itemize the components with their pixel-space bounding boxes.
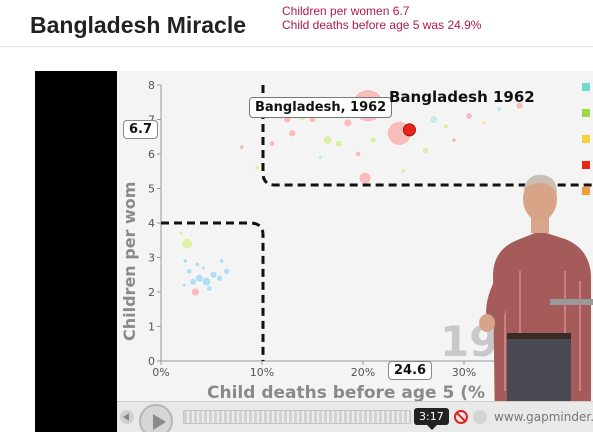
country-bubble[interactable] (181, 237, 194, 250)
note-line-child-deaths: Child deaths before age 5 was 24.9% (282, 18, 482, 32)
playback-controls: 3:17 www.gapminder.o (117, 401, 593, 432)
presenter-laptop (550, 299, 593, 305)
volume-icon[interactable] (473, 410, 487, 424)
country-bubble[interactable] (322, 135, 333, 145)
y-tick-label: 2 (148, 286, 155, 299)
title-note: Children per women 6.7 Child deaths befo… (282, 4, 481, 32)
country-bubble[interactable] (206, 285, 213, 292)
timestamp-badge: 3:17 (414, 408, 449, 430)
country-bubble[interactable] (429, 115, 439, 124)
header-divider (0, 46, 593, 47)
country-bubble[interactable] (181, 282, 187, 288)
country-bubble[interactable] (201, 265, 206, 271)
y-tick-label: 5 (148, 183, 155, 196)
presenter-hair (523, 174, 557, 193)
x-axis-label: Child deaths before age 5 (% (207, 383, 485, 403)
country-bubble[interactable] (422, 147, 430, 155)
legend-color-swatch (582, 187, 590, 195)
presenter-arm (486, 276, 513, 324)
country-bubble[interactable] (239, 144, 245, 150)
y-value-callout: 6.7 (123, 120, 159, 139)
country-bubble[interactable] (354, 150, 362, 158)
country-bubble[interactable] (218, 258, 225, 264)
x-tick-label: 20% (351, 366, 375, 379)
site-link[interactable]: www.gapminder.o (494, 410, 593, 424)
presenter-head (523, 177, 557, 221)
timeline-slider[interactable] (183, 410, 411, 424)
bubble-tooltip: Bangladesh, 1962 (249, 97, 393, 118)
y-tick-label: 3 (148, 252, 155, 265)
country-bubble[interactable] (254, 165, 260, 171)
bangladesh-bubble[interactable] (402, 123, 416, 137)
presenter-hand (479, 314, 495, 332)
country-bubble[interactable] (186, 268, 193, 275)
bubble-country-label: Bangladesh 1962 (389, 88, 535, 106)
country-bubble[interactable] (317, 154, 324, 161)
legend-color-swatch (582, 109, 590, 117)
country-bubble[interactable] (358, 171, 372, 185)
y-tick-label: 6 (148, 148, 155, 161)
previous-arrow-icon[interactable] (120, 410, 134, 424)
country-bubble[interactable] (451, 137, 457, 143)
country-bubble[interactable] (216, 274, 224, 282)
country-bubble[interactable] (182, 258, 188, 264)
country-bubble[interactable] (178, 231, 184, 236)
country-bubble[interactable] (223, 267, 231, 275)
y-tick-label: 1 (148, 321, 155, 334)
mute-icon[interactable] (454, 410, 468, 424)
legend-color-swatch (582, 161, 590, 169)
y-tick-label: 8 (148, 79, 155, 92)
country-bubble[interactable] (191, 287, 200, 297)
x-value-callout: 24.6 (388, 361, 433, 380)
play-button[interactable] (139, 404, 173, 432)
bubble-chart: 0123456780%10%20%30% 196 Children per wo… (35, 71, 593, 432)
y-axis-label: Children per wom (120, 182, 139, 341)
country-bubble[interactable] (269, 140, 276, 147)
x-tick-label: 0% (152, 366, 169, 379)
x-tick-label: 30% (452, 366, 476, 379)
country-bubble[interactable] (515, 101, 524, 110)
country-bubble[interactable] (481, 120, 487, 126)
country-bubble[interactable] (496, 106, 503, 113)
video-letterbox (35, 71, 117, 432)
page-title: Bangladesh Miracle (30, 12, 247, 38)
country-bubble[interactable] (343, 118, 353, 128)
x-tick-label: 10% (250, 366, 274, 379)
legend-color-swatch (582, 135, 590, 143)
video-player[interactable]: 0123456780%10%20%30% 196 Children per wo… (35, 71, 593, 432)
country-bubble[interactable] (465, 112, 473, 120)
country-bubble[interactable] (442, 123, 449, 130)
presenter-neck (531, 217, 549, 233)
country-bubble[interactable] (400, 168, 407, 174)
note-line-fertility: Children per women 6.7 (282, 4, 410, 18)
country-bubble[interactable] (209, 270, 218, 279)
country-bubble[interactable] (334, 139, 343, 148)
presenter-belt (507, 333, 571, 339)
y-tick-label: 0 (148, 355, 155, 368)
guide-line-upper (261, 85, 593, 187)
country-bubble[interactable] (288, 129, 297, 138)
country-bubble[interactable] (201, 276, 212, 287)
country-bubble[interactable] (194, 261, 201, 268)
guide-line-lower (161, 221, 265, 361)
legend-color-swatch (582, 83, 590, 91)
y-tick-label: 4 (148, 217, 155, 230)
country-bubble[interactable] (369, 136, 377, 144)
